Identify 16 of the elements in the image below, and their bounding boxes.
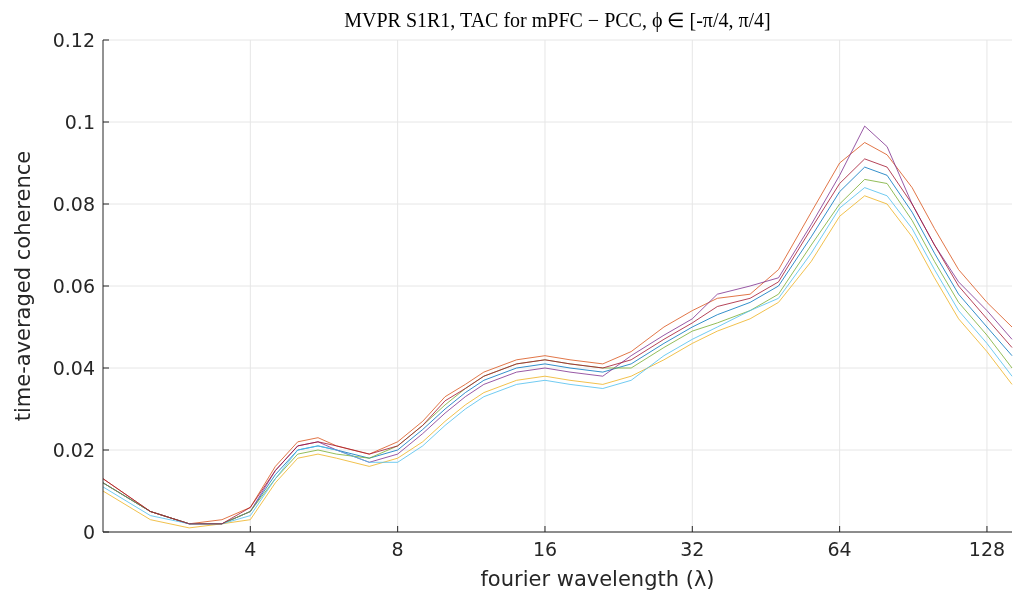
x-tick-label: 128: [968, 538, 1006, 560]
y-tick-label: 0.08: [52, 192, 95, 215]
y-axis-title: time-averaged coherence: [11, 150, 35, 422]
x-tick-label: 64: [827, 538, 852, 560]
y-tick-label: 0.12: [52, 28, 95, 51]
x-tick-label: 32: [680, 538, 705, 560]
y-tick-label: 0.02: [52, 438, 95, 461]
y-tick-label: 0.1: [64, 110, 95, 133]
chart-title: MVPR S1R1, TAC for mPFC − PCC, ϕ ∈ [-π/4, π/4]: [344, 9, 771, 32]
x-tick-label: 8: [391, 538, 404, 560]
x-tick-label: 4: [244, 538, 257, 560]
y-tick-label: 0: [82, 520, 95, 543]
x-tick-label: 16: [532, 538, 558, 560]
y-tick-label: 0.04: [52, 356, 95, 379]
y-tick-label: 0.06: [52, 274, 95, 297]
x-axis-title: fourier wavelength (λ): [480, 567, 715, 591]
